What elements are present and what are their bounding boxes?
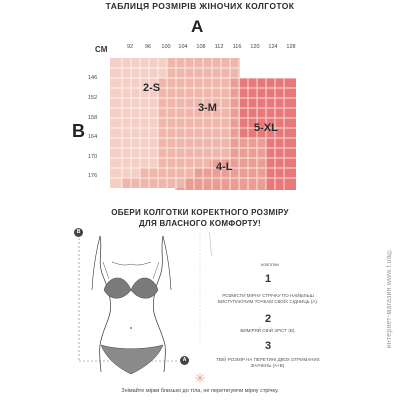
y-tick: 146 bbox=[88, 75, 98, 81]
step-text: РОЗМІСТИ МІРНУ СТРІЧКУ ПО НАЙБІЛЬШ bbox=[222, 293, 314, 298]
x-tick: 108 bbox=[196, 44, 206, 50]
zone-label-2-s: 2-S bbox=[143, 82, 161, 94]
y-tick: 164 bbox=[88, 134, 98, 140]
tights-label: колготки bbox=[261, 262, 279, 267]
y-tick: 152 bbox=[88, 95, 98, 101]
zone-5-xl bbox=[240, 78, 296, 190]
y-tick: 176 bbox=[88, 173, 98, 179]
x-tick: 112 bbox=[214, 44, 224, 50]
step-text: ЗНАЧЕНЬ (A+B). bbox=[250, 363, 286, 368]
guide-heading-line2: ДЛЯ ВЛАСНОГО КОМФОРТУ! bbox=[139, 219, 261, 228]
step-text: ВИСТУПАЮЧИМ ТОЧКАМ СВОЇХ СІДНИЦЬ (A). bbox=[217, 299, 319, 304]
x-tick: 92 bbox=[126, 44, 134, 50]
x-tick: 124 bbox=[268, 44, 278, 50]
footer-note: Знімайте мірки близько до тіла, не перет… bbox=[121, 388, 279, 394]
guide-heading-line1: ОБЕРИ КОЛГОТКИ КОРЕКТНОГО РОЗМІРУ bbox=[111, 208, 289, 217]
x-tick: 116 bbox=[232, 44, 242, 50]
marker-a-icon: A bbox=[180, 356, 189, 365]
y-tick: 158 bbox=[88, 115, 98, 121]
step-number: 1 bbox=[264, 273, 272, 285]
marker-b-icon: B bbox=[74, 228, 83, 237]
step-number: 2 bbox=[264, 313, 272, 325]
zone-label-4-l: 4-L bbox=[216, 161, 233, 173]
page-title: ТАБЛИЦЯ РОЗМІРІВ ЖІНОЧИХ КОЛГОТОК bbox=[105, 1, 295, 11]
asterisk-icon bbox=[195, 373, 205, 383]
x-tick: 120 bbox=[250, 44, 260, 50]
zone-label-3-m: 3-M bbox=[198, 102, 217, 114]
grid-lines bbox=[110, 58, 296, 190]
x-tick: 100 bbox=[161, 44, 171, 50]
step-number: 3 bbox=[264, 340, 272, 352]
zone-2-s bbox=[110, 58, 167, 188]
zone-3-m bbox=[122, 58, 240, 188]
watermark: интернет-магазин www.f.ua® bbox=[386, 248, 393, 349]
axis-a-label: A bbox=[191, 17, 204, 36]
zone-4-l bbox=[175, 78, 266, 190]
step-text: ТВІЙ РОЗМІР НА ПЕРЕТИНІ ДВОХ ОТРИМАНИХ bbox=[216, 357, 320, 362]
x-tick: 104 bbox=[178, 44, 188, 50]
x-tick: 96 bbox=[144, 44, 152, 50]
y-tick: 170 bbox=[88, 154, 98, 160]
step-text: ВИМІРЯЙ СВІЙ ЗРІСТ (B). bbox=[240, 328, 296, 333]
zone-label-5-xl: 5-XL bbox=[254, 122, 278, 134]
axis-b-label: B bbox=[72, 121, 85, 141]
x-tick: 128 bbox=[286, 44, 296, 50]
unit-label: CM bbox=[95, 45, 108, 54]
size-grid bbox=[110, 58, 296, 190]
